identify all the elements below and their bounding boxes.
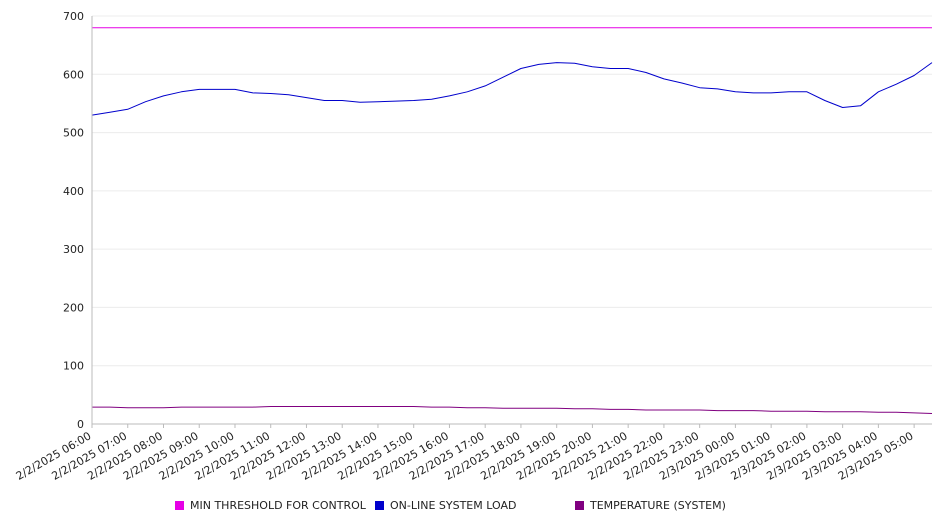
series-lines [91,27,933,414]
legend-item-online-system-load[interactable]: ON-LINE SYSTEM LOAD [375,499,516,512]
y-tick-label: 200 [63,301,84,314]
y-tick-label: 300 [63,243,84,256]
y-tick-label: 700 [63,10,84,23]
line-chart: 0 100 200 300 400 500 600 700 2/2/2025 06:002/2… [14,10,933,483]
legend-swatch-temperature [575,501,584,510]
y-tick-label: 0 [77,418,84,431]
legend-item-min-threshold[interactable]: MIN THRESHOLD FOR CONTROL [175,499,366,512]
y-tick-label: 400 [63,185,84,198]
x-axis-tick-labels: 2/2/2025 06:002/2/2025 07:002/2/2025 08:… [14,424,916,483]
legend-swatch-min-threshold [175,501,184,510]
series-line-online-system-load [91,62,933,116]
legend-swatch-online-system-load [375,501,384,510]
legend: MIN THRESHOLD FOR CONTROL ON-LINE SYSTEM… [0,499,946,515]
legend-label-online-system-load: ON-LINE SYSTEM LOAD [390,499,517,512]
y-tick-label: 100 [63,360,84,373]
y-axis-tick-labels: 0 100 200 300 400 500 600 700 [63,10,84,431]
legend-item-temperature[interactable]: TEMPERATURE (SYSTEM) [575,499,726,512]
series-line-temperature [92,406,933,414]
y-tick-label: 500 [63,127,84,140]
legend-label-min-threshold: MIN THRESHOLD FOR CONTROL [190,499,366,512]
legend-label-temperature: TEMPERATURE (SYSTEM) [590,499,726,512]
y-tick-label: 600 [63,68,84,81]
gridlines [92,15,932,367]
